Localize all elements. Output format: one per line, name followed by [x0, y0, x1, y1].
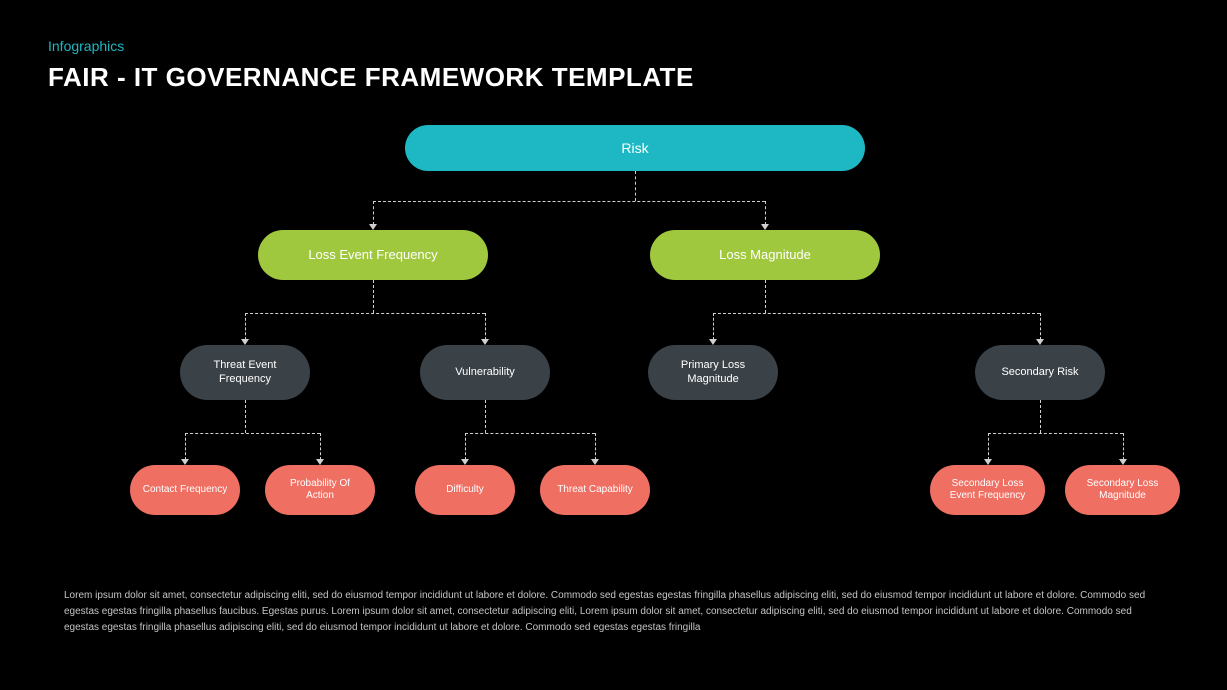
- node-slm: Secondary Loss Magnitude: [1065, 465, 1180, 515]
- node-tef: Threat Event Frequency: [180, 345, 310, 400]
- category-label: Infographics: [48, 38, 124, 54]
- node-poa: Probability Of Action: [265, 465, 375, 515]
- node-risk: Risk: [405, 125, 865, 171]
- node-sr: Secondary Risk: [975, 345, 1105, 400]
- node-slef: Secondary Loss Event Frequency: [930, 465, 1045, 515]
- node-cf: Contact Frequency: [130, 465, 240, 515]
- node-plm: Primary Loss Magnitude: [648, 345, 778, 400]
- node-lef: Loss Event Frequency: [258, 230, 488, 280]
- node-vuln: Vulnerability: [420, 345, 550, 400]
- page-title: FAIR - IT GOVERNANCE FRAMEWORK TEMPLATE: [48, 62, 694, 93]
- node-lm: Loss Magnitude: [650, 230, 880, 280]
- node-diff: Difficulty: [415, 465, 515, 515]
- node-tc: Threat Capability: [540, 465, 650, 515]
- footer-lorem-text: Lorem ipsum dolor sit amet, consectetur …: [64, 588, 1164, 636]
